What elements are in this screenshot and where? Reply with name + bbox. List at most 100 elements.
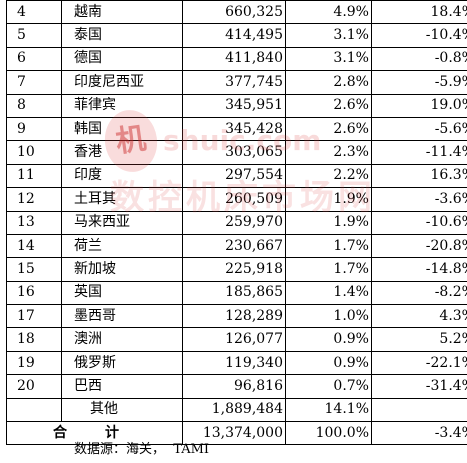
share-cell: 3.1% [285,46,372,72]
value-cell: 128,289 [182,304,286,329]
share-cell: 1.7% [285,257,372,282]
value-cell: 260,509 [182,187,286,212]
country-cell: 印度尼西亚 [61,70,183,95]
country-cell: 英国 [61,280,183,306]
share-cell: 2.2% [285,163,372,189]
rank-cell: 7 [6,70,62,95]
rank-cell: 13 [6,210,62,235]
country-cell: 印度 [61,163,183,189]
table-body: 4越南660,3254.9%18.4%5泰国414,4953.1%-10.4%6… [6,0,467,446]
growth-cell: -31.4% [371,374,467,399]
value-cell: 377,745 [182,70,286,95]
growth-cell: 18.4% [371,0,467,25]
rank-cell: 9 [6,116,62,142]
country-cell: 马来西亚 [61,210,183,235]
growth-cell: -11.4% [371,140,467,165]
total-value-cell: 13,374,000 [182,421,286,446]
value-cell: 660,325 [182,0,286,25]
country-cell: 越南 [61,0,183,25]
rank-cell: 10 [6,140,62,165]
share-cell: 0.9% [285,327,372,352]
growth-cell [371,397,467,423]
country-cell: 其他 [61,397,183,423]
share-cell: 2.3% [285,140,372,165]
rank-cell: 20 [6,374,62,399]
country-cell: 菲律宾 [61,93,183,118]
share-cell: 1.9% [285,187,372,212]
country-cell: 土耳其 [61,187,183,212]
value-cell: 225,918 [182,257,286,282]
table-row-other: 其他 1,889,484 14.1% [6,397,467,423]
table-row-total: 合计 13,374,000 100.0% -3.4% [6,421,467,446]
share-cell: 2.8% [285,70,372,95]
rank-cell: 18 [6,327,62,352]
total-share-cell: 100.0% [285,421,372,446]
country-cell: 荷兰 [61,233,183,259]
share-cell: 14.1% [285,397,372,423]
share-cell: 2.6% [285,93,372,118]
growth-cell: -14.8% [371,257,467,282]
rank-cell: 5 [6,23,62,48]
growth-cell: -10.4% [371,23,467,48]
country-cell: 澳洲 [61,327,183,352]
country-cell: 德国 [61,46,183,72]
rank-cell: 4 [6,0,62,25]
rank-cell: 8 [6,93,62,118]
value-cell: 345,428 [182,116,286,142]
country-cell: 香港 [61,140,183,165]
share-cell: 1.4% [285,280,372,306]
country-cell: 韩国 [61,116,183,142]
total-label-cell: 合计 [6,421,183,446]
growth-cell: -0.8% [371,46,467,72]
value-cell: 185,865 [182,280,286,306]
share-cell: 4.9% [285,0,372,25]
growth-cell: 5.2% [371,327,467,352]
value-cell: 411,840 [182,46,286,72]
rank-cell: 12 [6,187,62,212]
growth-cell: -3.6% [371,187,467,212]
growth-cell: 19.0% [371,93,467,118]
growth-cell: -20.8% [371,233,467,259]
value-cell: 230,667 [182,233,286,259]
share-cell: 1.9% [285,210,372,235]
growth-cell: -5.6% [371,116,467,142]
rank-cell: 14 [6,233,62,259]
value-cell: 96,816 [182,374,286,399]
country-cell: 墨西哥 [61,304,183,329]
source-footnote: 数据源：海关， TAMI [74,442,210,457]
growth-cell: -8.2% [371,280,467,306]
growth-cell: 4.3% [371,304,467,329]
value-cell: 345,951 [182,93,286,118]
value-cell: 1,889,484 [182,397,286,423]
rank-cell: 19 [6,350,62,376]
value-cell: 259,970 [182,210,286,235]
growth-cell: 16.3% [371,163,467,189]
country-cell: 新加坡 [61,257,183,282]
share-cell: 2.6% [285,116,372,142]
total-label-right: 计 [105,424,119,441]
share-cell: 1.7% [285,233,372,259]
rank-cell [6,397,62,423]
growth-cell: -10.6% [371,210,467,235]
share-cell: 0.9% [285,350,372,376]
rank-cell: 6 [6,46,62,72]
country-cell: 俄罗斯 [61,350,183,376]
value-cell: 414,495 [182,23,286,48]
growth-cell: -5.9% [371,70,467,95]
share-cell: 3.1% [285,23,372,48]
